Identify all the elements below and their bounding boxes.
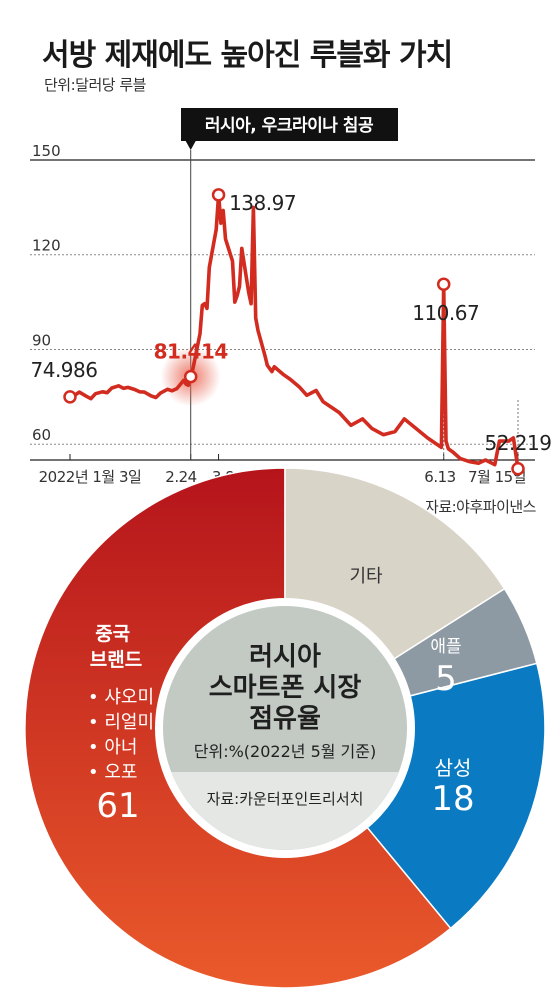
donut-center-lower: [171, 772, 399, 851]
labeled-point: [511, 462, 525, 476]
chart-title: 서방 제재에도 높아진 루블화 가치: [42, 38, 453, 73]
slice-label-others: 기타: [349, 566, 383, 587]
x-tick-label: 2022년 1월 3일: [39, 468, 142, 486]
center-title-line2: 스마트폰 시장: [209, 673, 362, 703]
x-tick-label: 7월 15일: [468, 468, 526, 486]
y-tick-label: 150: [32, 142, 61, 160]
china-brand-realme-label: 리얼미: [104, 712, 154, 733]
labeled-point: [63, 390, 77, 404]
center-title-line1: 러시아: [249, 642, 321, 672]
slice-value-apple: 5: [435, 659, 457, 699]
slice-label-apple: 애플: [430, 637, 461, 657]
event-callout: 러시아, 우크라이나 침공: [181, 108, 398, 150]
slice-value-samsung: 18: [431, 779, 474, 819]
x-tick-label: 2.24: [165, 468, 196, 486]
china-brand-realme: • 리얼미: [88, 712, 154, 733]
y-tick-label: 90: [32, 331, 51, 349]
point-value-label: 52.219: [485, 431, 552, 455]
y-tick-label: 60: [32, 426, 51, 444]
ruble-rate-line: [69, 193, 520, 470]
x-tick-label: 6.13: [424, 468, 455, 486]
slice-label-china: 중국 브랜드: [90, 623, 142, 671]
donut-labels: 러시아 스마트폰 시장 점유율 단위:%(2022년 5월 기준) 자료:카운터…: [88, 566, 475, 826]
china-brand-honor: • 아너: [88, 737, 137, 758]
china-brand-honor-label: 아너: [104, 737, 137, 758]
point-value-label: 138.97: [229, 191, 296, 215]
labeled-point: [183, 369, 198, 384]
china-label-line2: 브랜드: [90, 649, 142, 671]
china-brand-oppo: • 오포: [88, 762, 137, 783]
slice-label-samsung: 삼성: [435, 756, 472, 780]
slice-value-china: 61: [96, 786, 139, 826]
event-arrow: [185, 141, 196, 150]
point-value-label: 74.986: [31, 358, 98, 382]
event-label: 러시아, 우크라이나 침공: [205, 115, 374, 136]
point-value-label: 81.414: [154, 340, 228, 364]
china-brand-xiaomi: • 샤오미: [88, 687, 154, 708]
labeled-point: [211, 188, 226, 202]
y-tick-label: 120: [32, 237, 61, 255]
event-box: [181, 108, 398, 141]
china-label-line1: 중국: [95, 623, 130, 645]
line-source: 자료:야후파이낸스: [425, 498, 536, 516]
center-source: 자료:카운터포인트리서치: [207, 790, 364, 808]
point-layer: 74.986 81.414 138.97 110.67 52.219: [31, 188, 552, 476]
unit-label: 단위:달러당 루블: [44, 76, 146, 94]
china-brand-xiaomi-label: 샤오미: [104, 687, 154, 708]
labeled-point: [436, 277, 451, 291]
china-brand-oppo-label: 오포: [104, 762, 137, 783]
center-unit: 단위:%(2022년 5월 기준): [194, 742, 376, 761]
center-title-line3: 점유율: [249, 704, 321, 734]
point-value-label: 110.67: [412, 301, 479, 325]
